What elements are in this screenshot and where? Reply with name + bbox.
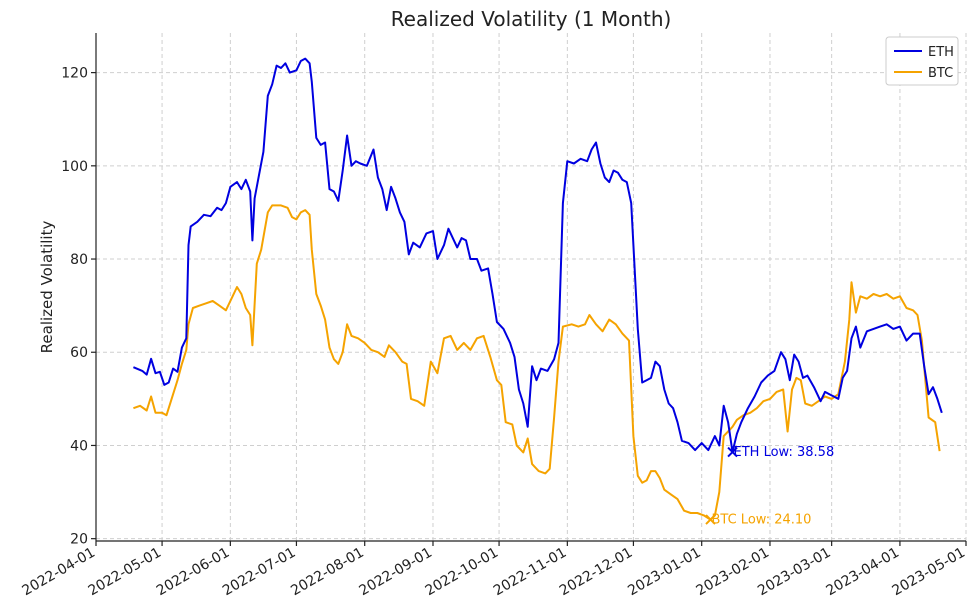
x-tick-label: 2022-06-01 <box>154 545 232 600</box>
legend: ETH BTC <box>885 36 959 86</box>
annotation-marker-btc <box>705 514 716 525</box>
y-tick-label: 80 <box>70 252 88 268</box>
x-tick-label: 2022-04-01 <box>20 545 98 600</box>
series-line-btc <box>133 204 941 521</box>
x-tick-label: 2022-12-01 <box>557 545 635 600</box>
x-tick-label: 2023-01-01 <box>625 545 703 600</box>
y-tick-label: 40 <box>70 438 88 454</box>
annotation-label-btc: BTC Low: 24.10 <box>712 513 812 528</box>
y-axis-label: Realized Volatility <box>38 221 56 354</box>
x-tick-label: 2022-10-01 <box>423 545 501 600</box>
legend-label-eth: ETH <box>928 45 954 60</box>
y-tick-label: 100 <box>61 159 88 175</box>
y-tick-label: 20 <box>70 532 88 548</box>
x-tick-label: 2022-08-01 <box>288 545 366 600</box>
series-group <box>133 57 943 521</box>
x-tick-label: 2023-05-01 <box>890 545 968 600</box>
series-line-eth <box>133 57 943 453</box>
chart-title: Realized Volatility (1 Month) <box>391 7 672 31</box>
x-tick-label: 2022-09-01 <box>357 545 435 600</box>
grid <box>95 33 967 541</box>
x-tick-label: 2022-05-01 <box>86 545 164 600</box>
x-tick-label: 2022-11-01 <box>491 545 569 600</box>
y-tick-label: 120 <box>61 66 88 82</box>
y-tick-label: 60 <box>70 345 88 361</box>
annotation-label-eth: ETH Low: 38.58 <box>734 445 835 460</box>
annotations: ETH Low: 38.58 BTC Low: 24.10 <box>705 445 835 528</box>
annotation-marker-eth <box>727 446 738 458</box>
x-tick-label: 2022-07-01 <box>220 545 298 600</box>
legend-label-btc: BTC <box>928 66 953 81</box>
x-tick-label: 2023-04-01 <box>823 545 901 600</box>
